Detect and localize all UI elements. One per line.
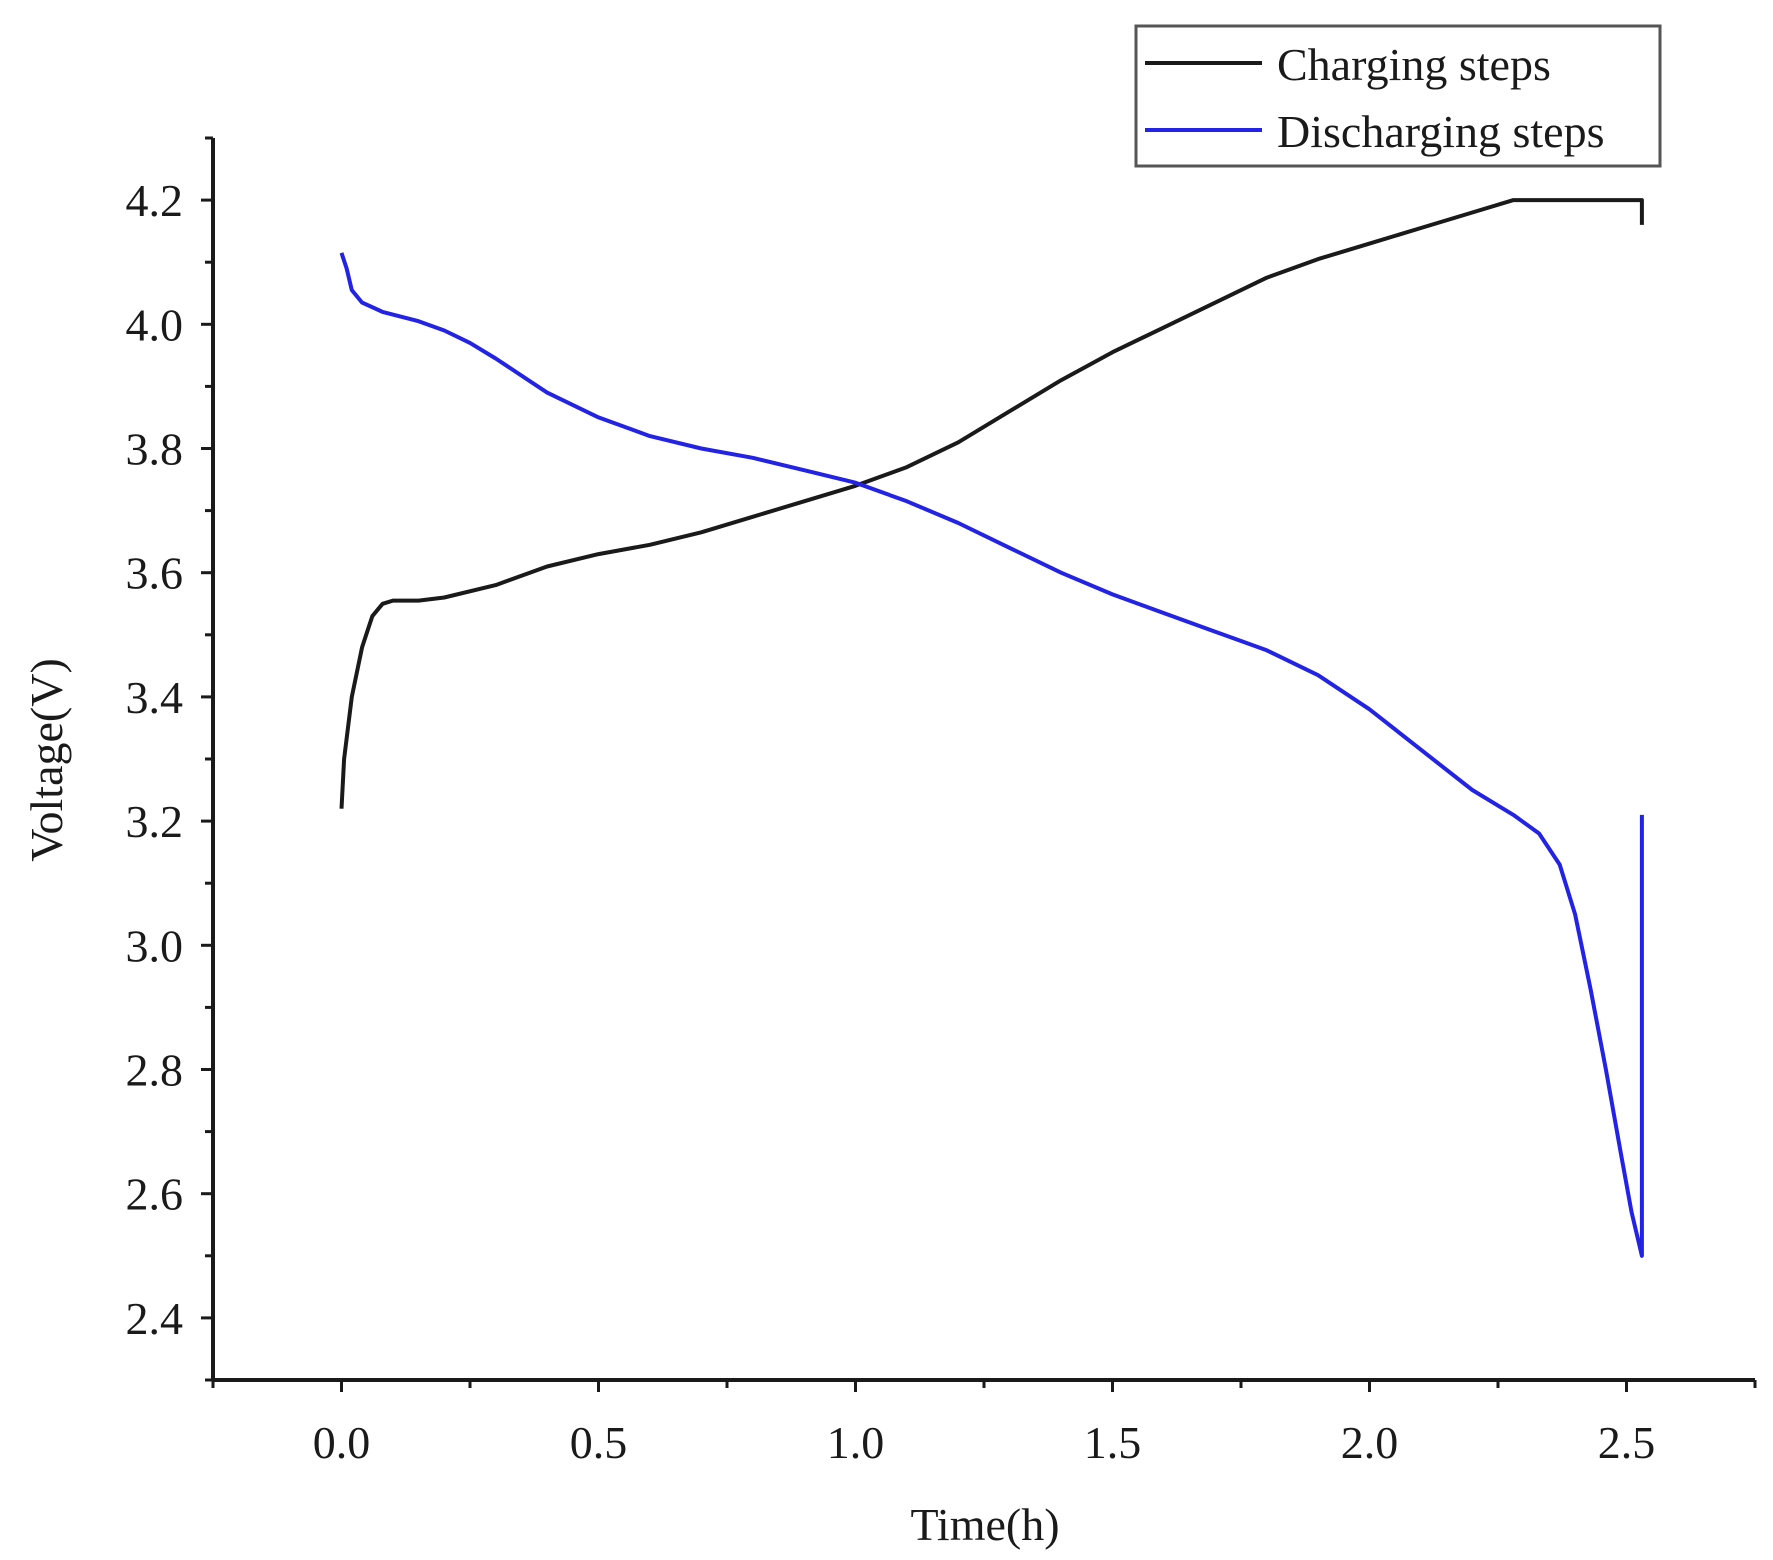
y-tick-label: 2.6 xyxy=(126,1169,184,1220)
series-line-discharging xyxy=(339,252,1644,1258)
legend-label-charging: Charging steps xyxy=(1277,39,1551,90)
y-tick-label: 4.0 xyxy=(126,299,184,350)
y-tick-label: 3.0 xyxy=(126,920,184,971)
x-tick-label: 2.5 xyxy=(1598,1417,1656,1468)
x-ticks: 0.0 0.5 1.0 1.5 2.0 2.5 xyxy=(211,1380,1757,1468)
y-tick-label: 3.8 xyxy=(126,424,184,475)
x-tick-label: 1.5 xyxy=(1084,1417,1142,1468)
legend-box xyxy=(1134,24,1662,168)
y-tick-label: 3.6 xyxy=(126,548,184,599)
x-tick-label: 1.0 xyxy=(827,1417,885,1468)
x-tick-label: 0.5 xyxy=(570,1417,628,1468)
y-tick-label: 2.8 xyxy=(126,1045,184,1096)
series-layer xyxy=(339,198,1644,1258)
axes xyxy=(211,138,1755,1382)
y-tick-label: 2.4 xyxy=(126,1293,184,1344)
x-tick-label: 0.0 xyxy=(313,1417,371,1468)
series-line-charging xyxy=(339,198,1644,809)
y-ticks: 2.4 2.6 2.8 3.0 3.2 3.4 3.6 3.8 4.0 4.2 xyxy=(126,136,213,1382)
x-tick-label: 2.0 xyxy=(1341,1417,1399,1468)
y-tick-label: 4.2 xyxy=(126,175,184,226)
y-axis-title: Voltage(V) xyxy=(21,658,72,862)
y-tick-label: 3.4 xyxy=(126,672,184,723)
legend-label-discharging: Discharging steps xyxy=(1277,106,1605,157)
legend: Charging steps Discharging steps xyxy=(1134,24,1662,168)
y-tick-label: 3.2 xyxy=(126,796,184,847)
x-axis-title: Time(h) xyxy=(910,1499,1059,1550)
